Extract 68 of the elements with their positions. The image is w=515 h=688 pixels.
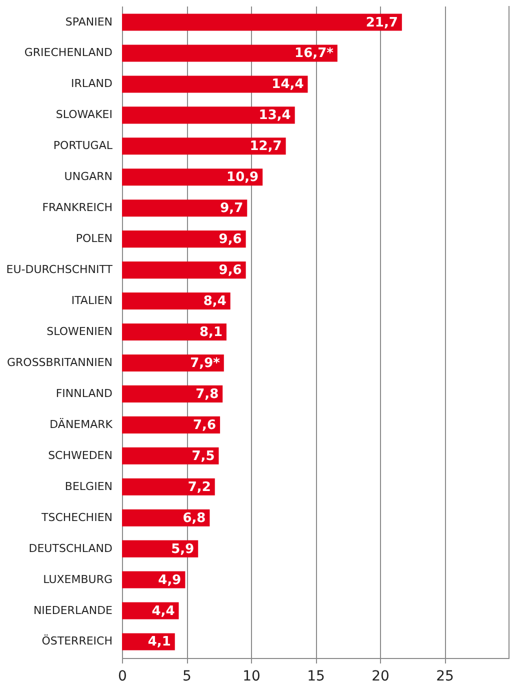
y-tick-label: FRANKREICH [42,201,112,214]
data-label: 4,4 [152,604,175,619]
y-tick-label: POLEN [76,232,112,246]
data-label: 9,6 [218,263,242,278]
bar [122,44,338,62]
bar [122,106,295,124]
y-tick-label: TSCHECHIEN [40,510,112,524]
data-label: 9,6 [218,232,242,248]
bar [122,14,402,31]
bar [122,76,308,93]
y-tick-label: LUXEMBURG [43,572,112,586]
data-label: 4,1 [148,634,171,650]
bar [122,168,263,186]
y-tick-label: BELGIEN [64,480,112,493]
data-label: 12,7 [250,139,282,154]
bar [122,230,246,248]
data-label: 5,9 [171,542,194,557]
bar [122,138,286,155]
y-tick-label: SLOWENIEN [46,325,112,338]
data-label: 7,2 [188,480,211,495]
y-tick-label: SCHWEDEN [48,448,112,462]
y-tick-label: ÖSTERREICH [42,634,112,648]
y-tick-label: ITALIEN [71,294,112,308]
x-tick-label: 25 [436,668,454,684]
bar [122,292,230,310]
y-tick-label: GROSSBRITANNIEN [7,356,112,369]
data-label: 7,9* [190,356,220,371]
y-tick-label: UNGARN [64,170,112,184]
y-tick-label: SLOWAKEI [56,108,112,122]
data-label: 6,8 [182,510,206,526]
x-tick-label: 5 [182,668,192,684]
bar [122,354,224,372]
data-label: 10,9 [226,170,259,186]
bar [122,540,198,558]
bar [122,200,248,217]
bar [122,323,226,341]
data-label: 7,8 [196,386,219,402]
data-label: 21,7 [366,15,398,30]
data-label: 13,4 [258,108,291,124]
data-label: 16,7* [294,46,334,62]
data-label: 8,1 [199,325,222,340]
y-tick-label: FINNLAND [56,386,112,400]
y-tick-label: PORTUGAL [53,139,114,152]
y-tick-label: NIEDERLANDE [33,604,113,617]
x-tick-label: 20 [372,668,390,684]
bar [122,633,175,650]
y-tick-label: DÄNEMARK [50,416,114,431]
y-tick-label: EU-DURCHSCHNITT [6,263,113,276]
bar [122,385,223,402]
y-tick-label: GRIECHENLAND [24,46,112,60]
data-label: 7,6 [193,418,216,433]
bar [122,262,246,279]
bar [122,478,215,496]
x-tick-label: 0 [118,668,127,684]
y-tick-label: DEUTSCHLAND [28,542,112,555]
x-tick-label: 10 [242,668,260,684]
bar [122,509,210,526]
x-tick-label: 15 [307,668,325,684]
data-label: 14,4 [272,77,304,92]
bar [122,447,219,464]
data-label: 9,7 [220,201,244,216]
y-tick-label: IRLAND [71,77,112,90]
data-label: 8,4 [203,294,226,310]
bar [122,416,220,434]
y-tick-label: SPANIEN [65,15,112,28]
data-label: 7,5 [192,448,215,464]
data-label: 4,9 [158,572,182,588]
bar [122,602,179,620]
